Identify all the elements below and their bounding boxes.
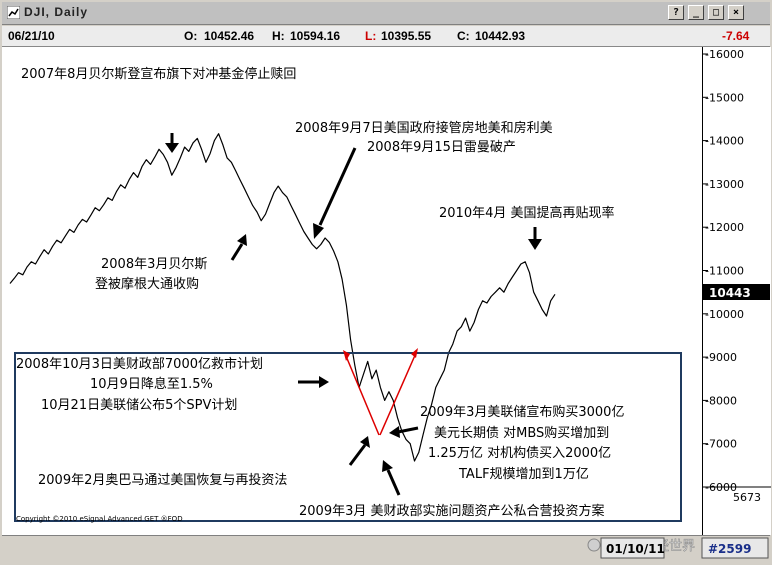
y-tick-label: -9000 [705,351,737,364]
arrowhead-qe1 [389,426,400,438]
annot-lehman-line2: 2008年9月15日雷曼破产 [367,140,516,155]
red-arrowhead-left [343,350,350,361]
annot-tarp-line2: 10月9日降息至1.5% [90,376,213,392]
annot-rate-hike: 2010年4月 美国提高再贴现率 [439,205,615,221]
plot-area[interactable]: 2007年8月贝尔斯登宣布旗下对冲基金停止赎回 2008年9月7日美国政府接管房… [2,47,702,535]
footer-date: 01/10/11 [606,542,665,556]
info-date: 06/21/10 [8,29,55,43]
arrowhead-fannie-lehman [313,223,324,239]
arrowhead-rate-hike [528,239,542,250]
y-tick-label: -11000 [705,265,744,278]
title-bar: DJI, Daily ? _ □ × [2,2,770,25]
close-button[interactable]: × [728,5,744,20]
arrowhead-tarp [319,376,329,388]
annot-qe1-line2: 美元长期债 对MBS购买增加到 [434,425,609,441]
annot-ppip: 2009年3月 美财政部实施问题资产公私合营投资方案 [299,503,605,519]
footer-date-box[interactable] [600,537,665,559]
volume-label: 5673 [733,491,761,504]
arrowhead-recovery-act [360,436,370,448]
arrow-jpm-bear [230,243,244,261]
change-value: -7.64 [722,29,750,43]
red-arrowhead-right [411,348,418,358]
annot-tarp-line1: 2008年10月3日美财政部7000亿救市计划 [16,356,263,372]
minimize-button[interactable]: _ [688,5,704,20]
last-price-box [703,284,770,300]
chart-number-box [701,537,769,559]
red-up-arrow [379,352,417,436]
annot-tarp-line3: 10月21日美联储公布5个SPV计划 [41,398,237,413]
low-value: 10395.55 [381,29,432,43]
y-tick-label: -13000 [705,178,744,191]
low-label: L: [365,29,377,43]
annot-recovery-act: 2009年2月奥巴马通过美国恢复与再投资法 [38,472,287,488]
arrowhead-jpm-bear [237,234,247,246]
arrowhead-bear-stearns-funds [165,143,179,153]
close-value: 10442.93 [475,29,526,43]
app-chart-icon [7,6,20,19]
y-tick-label: -10000 [705,308,744,321]
wechat-logo-icon [587,538,601,552]
arrow-qe1 [397,426,419,434]
footer-graphics: 付鹏的财经世界 01/10/11 #2599 [587,537,769,559]
window-title: DJI, Daily [24,5,89,19]
footer-bar: 付鹏的财经世界 01/10/11 #2599 [2,535,770,561]
annot-bear-stearns-funds: 2007年8月贝尔斯登宣布旗下对冲基金停止赎回 [21,66,296,82]
annot-fannie-line1: 2008年9月7日美国政府接管房地美和房利美 [295,120,553,136]
help-button[interactable]: ? [668,5,684,20]
open-value: 10452.46 [204,29,255,43]
ohlc-info-bar: 06/21/10 O: 10452.46 H: 10594.16 L: 1039… [2,26,770,47]
annot-jpm-bear-line1: 2008年3月贝尔斯 [101,257,207,272]
copyright-text: Copyright ©2010 eSignal Advanced GET ®FO… [16,515,183,523]
chart-number: #2599 [708,542,751,556]
arrow-recovery-act [348,444,367,466]
y-tick-label: -14000 [705,135,744,148]
high-value: 10594.16 [290,29,341,43]
high-label: H: [272,29,285,43]
arrowhead-ppip [382,460,393,472]
y-tick-label: -15000 [705,91,744,104]
y-tick-label: -7000 [705,438,737,451]
last-price-label: 10443 [709,286,751,300]
annot-jpm-bear-line2: 登被摩根大通收购 [95,276,199,292]
y-tick-label: -12000 [705,221,744,234]
y-tick-label: -8000 [705,394,737,407]
price-scale-axis: -6000-7000-8000-9000-10000-11000-12000-1… [703,48,771,504]
price-series-line [9,133,556,462]
annot-qe1-line4: TALF规模增加到1万亿 [458,467,589,482]
arrow-ppip [386,469,401,496]
annot-qe1-line1: 2009年3月美联储宣布购买3000亿 [420,404,624,420]
annot-qe1-line3: 1.25万亿 对机构债买入2000亿 [428,446,611,461]
y-tick-label: -16000 [705,48,744,61]
close-label: C: [457,29,470,43]
price-chart: 2007年8月贝尔斯登宣布旗下对冲基金停止赎回 2008年9月7日美国政府接管房… [9,66,682,523]
open-label: O: [184,29,198,43]
arrow-fannie-lehman [318,147,357,226]
price-scale: -6000 -7000 -8000 -9000 -10000 -11000 -12000 -1… [702,47,771,535]
red-down-arrow [345,355,380,436]
restore-button[interactable]: □ [708,5,724,20]
